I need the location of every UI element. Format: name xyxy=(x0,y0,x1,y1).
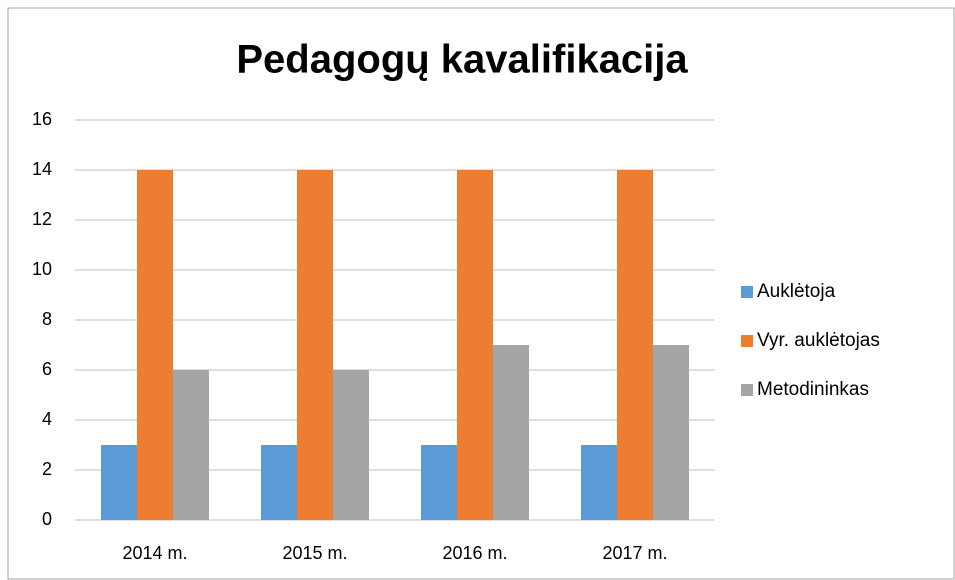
y-tick-label: 16 xyxy=(32,109,52,129)
bar xyxy=(261,445,297,520)
bar xyxy=(493,345,529,520)
y-tick-label: 4 xyxy=(42,409,52,429)
y-tick-label: 0 xyxy=(42,509,52,529)
x-tick-label: 2016 m. xyxy=(442,543,507,563)
bar xyxy=(617,170,653,520)
y-tick-label: 10 xyxy=(32,259,52,279)
legend-swatch xyxy=(741,335,753,347)
x-tick-label: 2014 m. xyxy=(122,543,187,563)
bar xyxy=(333,370,369,520)
legend-swatch xyxy=(741,286,753,298)
chart-title: Pedagogų kavalifikacija xyxy=(236,38,688,82)
bar xyxy=(297,170,333,520)
legend-label: Metodininkas xyxy=(757,379,869,400)
y-tick-label: 2 xyxy=(42,459,52,479)
legend-label: Vyr. auklėtojas xyxy=(757,330,880,351)
bar xyxy=(457,170,493,520)
y-tick-label: 14 xyxy=(32,159,52,179)
legend-swatch xyxy=(741,384,753,396)
x-tick-label: 2017 m. xyxy=(602,543,667,563)
legend-label: Auklėtoja xyxy=(757,281,836,302)
y-tick-label: 8 xyxy=(42,309,52,329)
bar xyxy=(421,445,457,520)
bar xyxy=(101,445,137,520)
bar xyxy=(581,445,617,520)
bar xyxy=(653,345,689,520)
bar xyxy=(137,170,173,520)
x-tick-label: 2015 m. xyxy=(282,543,347,563)
bar xyxy=(173,370,209,520)
y-tick-label: 6 xyxy=(42,359,52,379)
y-tick-label: 12 xyxy=(32,209,52,229)
